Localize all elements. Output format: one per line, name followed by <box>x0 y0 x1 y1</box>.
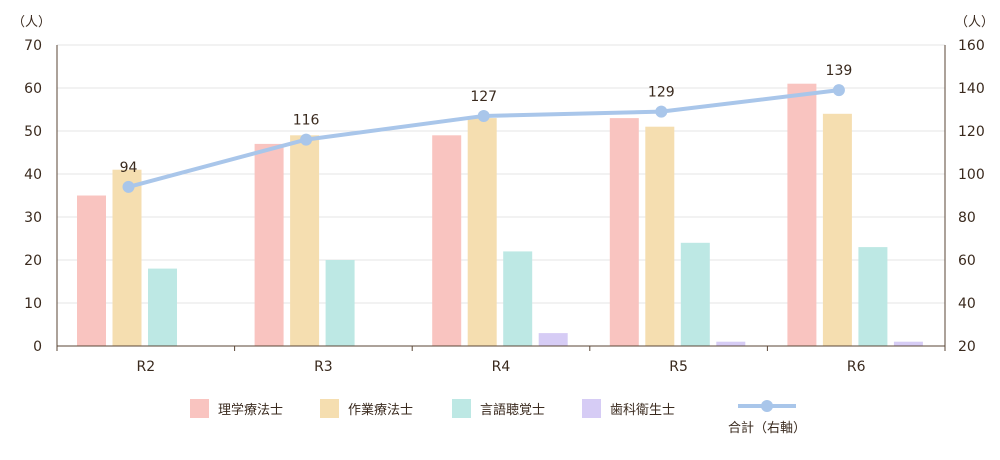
total-data-label: 129 <box>648 85 675 101</box>
legend-label: 理学療法士 <box>218 402 283 418</box>
bar <box>503 251 533 346</box>
axes <box>56 45 946 351</box>
bar <box>432 135 462 346</box>
legend-label: 言語聴覚士 <box>480 402 545 418</box>
category-label: R2 <box>136 359 155 375</box>
right-tick-label: 140 <box>958 81 985 97</box>
bar <box>822 113 852 346</box>
bar <box>325 260 355 346</box>
legend-label: 合計（右軸） <box>728 420 806 436</box>
category-label: R6 <box>847 359 866 375</box>
bar <box>467 118 497 346</box>
tick-labels: 0 10 20 30 40 50 60 70 20 40 60 80 100 120 140 160 R2 R3 R… <box>24 38 985 375</box>
bar <box>538 333 568 346</box>
bar-series <box>77 83 923 346</box>
category-label: R5 <box>669 359 688 375</box>
bar <box>645 126 675 346</box>
right-tick-label: 80 <box>958 210 976 226</box>
left-axis-unit: （人） <box>12 15 51 30</box>
legend-swatch <box>452 399 471 418</box>
left-tick-label: 20 <box>24 253 42 269</box>
total-data-label: 116 <box>293 113 320 129</box>
right-tick-label: 120 <box>958 124 985 140</box>
gridlines <box>57 44 945 304</box>
left-tick-label: 40 <box>24 167 42 183</box>
total-point <box>300 133 313 146</box>
category-label: R3 <box>314 359 333 375</box>
legend-swatch <box>320 399 339 418</box>
left-tick-label: 50 <box>24 124 42 140</box>
category-label: R4 <box>492 359 511 375</box>
total-data-label: 94 <box>120 160 138 176</box>
legend-label: 歯科衛生士 <box>610 403 675 418</box>
left-tick-label: 60 <box>24 81 42 97</box>
bar <box>77 195 106 346</box>
bar <box>254 143 284 346</box>
right-tick-label: 40 <box>958 296 976 312</box>
total-point <box>122 180 135 193</box>
bar <box>893 341 923 346</box>
right-tick-label: 60 <box>958 253 976 269</box>
total-point <box>832 84 845 97</box>
total-point <box>655 105 668 118</box>
bar <box>148 268 177 346</box>
legend-label: 作業療法士 <box>348 402 413 418</box>
left-tick-label: 10 <box>24 296 42 312</box>
left-tick-label: 70 <box>24 38 42 54</box>
legend-line-marker <box>761 400 773 412</box>
total-line-series: 94 116 127 129 139 <box>120 63 853 193</box>
legend-swatch <box>582 399 601 418</box>
right-tick-label: 20 <box>958 339 976 355</box>
bar <box>858 247 888 346</box>
left-tick-label: 0 <box>33 339 42 355</box>
bar <box>680 242 710 346</box>
bar <box>787 83 817 346</box>
legend-swatch <box>190 399 209 418</box>
bar <box>716 341 746 346</box>
right-tick-label: 100 <box>958 167 985 183</box>
bar <box>290 135 320 346</box>
right-tick-label: 160 <box>958 38 985 54</box>
total-point <box>477 109 490 122</box>
left-tick-label: 30 <box>24 210 42 226</box>
total-data-label: 127 <box>470 89 497 105</box>
bar <box>112 169 142 346</box>
total-data-label: 139 <box>826 63 853 79</box>
bar <box>609 118 639 346</box>
right-axis-unit: （人） <box>955 15 994 30</box>
